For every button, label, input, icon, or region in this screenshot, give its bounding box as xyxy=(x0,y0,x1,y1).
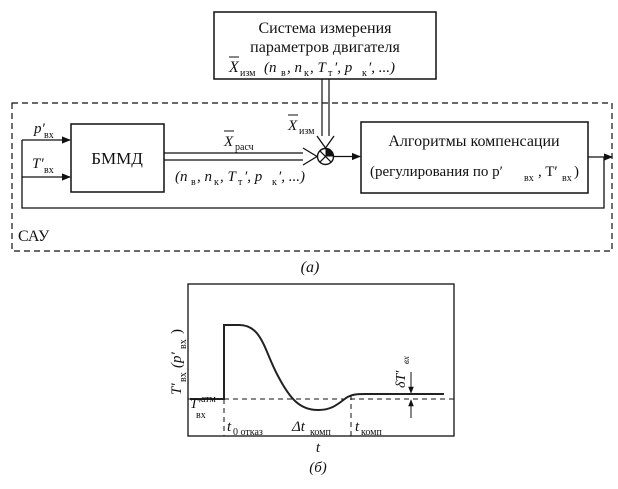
baseline-label: T′ атм вх xyxy=(190,394,217,421)
bmmd-label: БММД xyxy=(91,149,143,168)
param-sub: в xyxy=(191,177,196,188)
param-sub: к xyxy=(214,177,219,188)
tk-sub: комп xyxy=(361,427,382,438)
plot-frame xyxy=(187,283,455,437)
param-sep: , n xyxy=(197,169,212,185)
signal-curve xyxy=(190,324,444,412)
tk-label: t комп xyxy=(355,419,382,438)
input-p-label: p′ вх xyxy=(33,121,54,141)
calc-params: (n в , n к , T т ′, p к ′, ...) xyxy=(175,169,305,188)
comp-text: , T′ xyxy=(538,164,558,180)
t0-sub: 0 отказ xyxy=(233,427,263,438)
param-open: (n xyxy=(175,169,188,185)
x-meas-arrowhead xyxy=(316,135,335,150)
baseline-sup: атм xyxy=(201,394,217,405)
p-subscript: вх xyxy=(44,130,54,141)
param-sub: к xyxy=(362,68,367,79)
measurement-system-line2: параметров двигателя xyxy=(250,39,400,56)
sau-label: САУ xyxy=(18,228,50,245)
x-calc-arrowhead xyxy=(302,147,319,166)
x-meas-label: X изм xyxy=(287,114,315,137)
param-sub: т xyxy=(328,68,333,79)
caption-b: (б) xyxy=(309,460,327,476)
y-paren: (p′ xyxy=(169,352,185,368)
param-sub: т xyxy=(238,177,243,188)
param-sep: ′, p xyxy=(334,60,353,76)
delta-label: δT′ вх xyxy=(394,356,411,388)
measurement-system-line1: Система измерения xyxy=(258,20,392,37)
sau-boundary xyxy=(11,102,613,252)
param-open: (n xyxy=(264,60,277,76)
y-main: T′ xyxy=(169,383,185,395)
compensation-box xyxy=(360,121,589,194)
param-sep: , T xyxy=(310,60,328,76)
param-sep: , n xyxy=(287,60,302,76)
compensation-line1: Алгоритмы компенсации xyxy=(388,133,560,150)
param-sub: в xyxy=(281,68,286,79)
x-axis-label: t xyxy=(316,440,321,456)
bmmd-box xyxy=(70,123,165,193)
comp-sub: вх xyxy=(562,173,572,184)
delta-symbol: δT′ xyxy=(394,370,409,388)
x-symbol: X xyxy=(228,59,240,76)
y-axis-label: T′ вх (p′ вх ) xyxy=(169,329,189,395)
comp-text: ) xyxy=(574,164,579,180)
x-subscript: изм xyxy=(240,68,256,79)
dt-main: Δt xyxy=(291,419,306,435)
t-subscript: вх xyxy=(44,165,54,176)
t-symbol: T′ xyxy=(32,156,44,172)
x-subscript: расч xyxy=(235,142,254,153)
y-close: ) xyxy=(169,329,185,334)
param-sep: ′, p xyxy=(244,169,263,185)
param-sep: , T xyxy=(220,169,238,185)
y-sub: вх xyxy=(178,372,189,382)
delta-subscript: вх xyxy=(401,356,411,364)
tk-main: t xyxy=(355,419,360,435)
param-end: ′, ...) xyxy=(368,60,395,76)
y-sub: вх xyxy=(178,339,189,349)
measurement-system-line3: X изм (n в , n к , T т ′, p к ′, ...) xyxy=(228,56,395,79)
feedback-loop xyxy=(21,157,605,209)
comp-text: (регулирования по p′ xyxy=(370,164,503,180)
compensation-line2: (регулирования по p′ вх , T′ вх ) xyxy=(370,164,579,184)
param-end: ′, ...) xyxy=(278,169,305,185)
baseline-sub: вх xyxy=(196,410,206,421)
param-sub: к xyxy=(304,68,309,79)
p-symbol: p′ xyxy=(33,121,46,137)
t0-main: t xyxy=(227,419,232,435)
input-t-label: T′ вх xyxy=(32,156,54,176)
param-sub: к xyxy=(272,177,277,188)
dt-label: Δt комп xyxy=(291,419,331,438)
caption-a: (а) xyxy=(301,259,320,276)
measurement-system-box xyxy=(213,11,437,80)
t0-label: t 0 отказ xyxy=(227,419,263,438)
comp-sub: вх xyxy=(524,173,534,184)
x-symbol: X xyxy=(287,118,298,134)
summator xyxy=(316,147,335,166)
x-symbol: X xyxy=(223,134,234,150)
dt-sub: комп xyxy=(310,427,331,438)
x-calc-label: X расч xyxy=(223,130,254,153)
x-subscript: изм xyxy=(299,126,315,137)
baseline-main: T′ xyxy=(190,397,202,412)
